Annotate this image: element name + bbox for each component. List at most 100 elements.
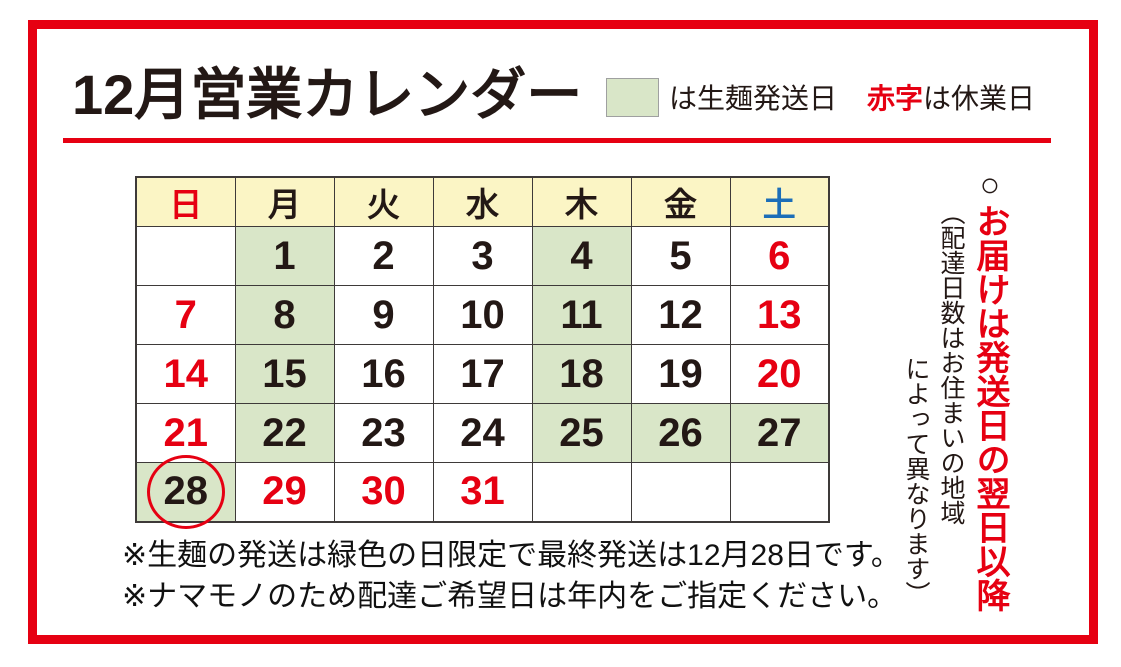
day-cell-17: 17 [432, 344, 533, 404]
day-cell-10: 10 [432, 285, 533, 345]
day-cell-22: 22 [234, 403, 335, 463]
day-cell-empty [531, 462, 632, 522]
title-underline [63, 138, 1051, 143]
day-number: 19 [658, 351, 703, 396]
delivery-note-main-text: お届けは発送日の翌日以降 [971, 204, 1009, 612]
day-number: 10 [460, 292, 505, 337]
day-number: 11 [560, 292, 603, 337]
day-number: 25 [559, 410, 604, 455]
delivery-note-sub2: によって異なります） [902, 356, 930, 606]
day-cell-13: 13 [729, 285, 830, 345]
day-cell-19: 19 [630, 344, 731, 404]
day-cell-20: 20 [729, 344, 830, 404]
day-cell-15: 15 [234, 344, 335, 404]
day-number: 8 [273, 292, 296, 337]
day-cell-6: 6 [729, 226, 830, 286]
day-number: 9 [372, 292, 395, 337]
calendar-week-row: 7 8 9 10 11 12 13 [135, 285, 830, 345]
day-number: 16 [361, 351, 406, 396]
calendar-week-row: 28 29 30 31 [135, 454, 830, 529]
legend-green-label: は生麺発送日 [669, 83, 838, 114]
day-cell-23: 23 [333, 403, 434, 463]
day-cell-9: 9 [333, 285, 434, 345]
calendar-week-row: 14 15 16 17 18 19 20 [135, 344, 830, 404]
red-circle-mark [146, 454, 225, 529]
weekday-日: 日 [135, 176, 236, 227]
weekday-row: 日月火水木金土 [135, 176, 830, 227]
day-number: 2 [372, 233, 395, 278]
day-number: 6 [768, 233, 791, 278]
day-number: 20 [757, 351, 802, 396]
red-border-frame [28, 20, 1098, 644]
day-cell-18: 18 [531, 344, 632, 404]
day-number: 23 [361, 410, 406, 455]
day-cell-29: 29 [234, 462, 335, 522]
footnote-delivery: ※ナマモノのため配達ご希望日は年内をご指定ください。 [122, 579, 898, 613]
day-cell-5: 5 [630, 226, 731, 286]
day-number: 18 [559, 351, 604, 396]
day-number: 1 [273, 233, 296, 278]
green-swatch [606, 77, 659, 117]
day-cell-12: 12 [630, 285, 731, 345]
day-number: 27 [757, 410, 802, 455]
delivery-note-sub1: （配達日数はお住まいの地域 [937, 200, 965, 525]
day-cell-7: 7 [135, 285, 236, 345]
circle-bullet: ○ [971, 166, 1009, 204]
day-cell-21: 21 [135, 403, 236, 463]
weekday-金: 金 [630, 176, 731, 227]
day-number: 30 [361, 469, 406, 514]
day-cell-4: 4 [531, 226, 632, 286]
day-number: 22 [262, 410, 307, 455]
legend: は生麺発送日 赤字 は休業日 [606, 76, 1035, 118]
footnotes: ※生麺の発送は緑色の日限定で最終発送は12月28日です。 ※ナマモノのため配達ご… [122, 536, 901, 617]
weekday-火: 火 [333, 176, 434, 227]
day-cell-31: 31 [432, 462, 533, 522]
legend-red-label: は休業日 [923, 83, 1036, 114]
page-title: 12月営業カレンダー [72, 63, 583, 126]
day-number: 12 [658, 292, 703, 337]
day-number: 15 [262, 351, 307, 396]
calendar-week-row: 21 22 23 24 25 26 27 [135, 403, 830, 463]
day-number: 31 [460, 469, 505, 514]
day-cell-empty [729, 462, 830, 522]
day-cell-26: 26 [630, 403, 731, 463]
day-cell-11: 11 [531, 285, 632, 345]
day-number: 7 [174, 292, 197, 337]
day-number: 5 [669, 233, 692, 278]
day-cell-14: 14 [135, 344, 236, 404]
day-cell-empty [630, 462, 731, 522]
day-number: 17 [460, 351, 505, 396]
day-number: 13 [757, 292, 802, 337]
day-cell-28: 28 [135, 454, 236, 529]
day-cell-8: 8 [234, 285, 335, 345]
weekday-土: 土 [729, 176, 830, 227]
day-cell-27: 27 [729, 403, 830, 463]
calendar-week-row: 1 2 3 4 5 6 [135, 226, 830, 286]
day-cell-25: 25 [531, 403, 632, 463]
legend-red-term: 赤字 [867, 83, 924, 114]
day-number: 29 [262, 469, 307, 514]
day-cell-1: 1 [234, 226, 335, 286]
day-number: 28 [163, 469, 209, 514]
delivery-note-main: ○お届けは発送日の翌日以降 [968, 166, 1012, 644]
day-cell-30: 30 [333, 462, 434, 522]
day-number: 4 [570, 233, 593, 278]
calendar-header: 日月火水木金土 [135, 176, 830, 227]
day-number: 21 [163, 410, 209, 455]
weekday-木: 木 [531, 176, 632, 227]
weekday-月: 月 [234, 176, 335, 227]
day-cell-3: 3 [432, 226, 533, 286]
footnote-shipping: ※生麺の発送は緑色の日限定で最終発送は12月28日です。 [122, 539, 901, 572]
december-calendar: 日月火水木金土 1 2 3 4 5 6 7 8 9 10 11 12 13 14 15 16 17 18 19 20 2… [135, 176, 830, 529]
day-number: 3 [471, 233, 494, 278]
calendar-body: 1 2 3 4 5 6 7 8 9 10 11 12 13 14 15 16 17 18 19 20 21 22 23 24 2… [135, 226, 830, 529]
day-number: 24 [460, 410, 505, 455]
day-number: 26 [658, 410, 703, 455]
day-number: 14 [163, 351, 209, 396]
day-cell-2: 2 [333, 226, 434, 286]
delivery-note-vertical: ○お届けは発送日の翌日以降 （配達日数はお住まいの地域 によって異なります） [898, 166, 1012, 644]
day-cell-16: 16 [333, 344, 434, 404]
weekday-水: 水 [432, 176, 533, 227]
day-cell-empty [135, 226, 236, 286]
day-cell-24: 24 [432, 403, 533, 463]
